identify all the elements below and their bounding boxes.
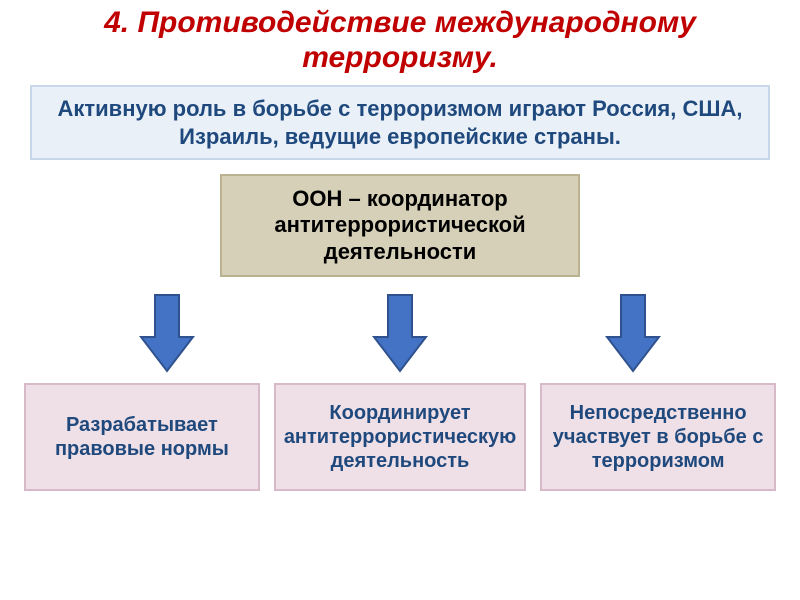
slide-title: 4. Противодействие международному террор…: [0, 0, 800, 79]
bottom-row: Разрабатывает правовые нормы Координируе…: [24, 383, 776, 491]
arrow-down-1: [132, 293, 202, 373]
arrow-down-3: [598, 293, 668, 373]
bottom-box-1: Разрабатывает правовые нормы: [24, 383, 260, 491]
arrow-down-2: [365, 293, 435, 373]
bottom-box-3: Непосредственно участвует в борьбе с тер…: [540, 383, 776, 491]
arrows-row: [50, 293, 750, 373]
bottom-box-2: Координирует антитеррористическую деятел…: [274, 383, 526, 491]
intro-box: Активную роль в борьбе с терроризмом игр…: [30, 85, 770, 160]
coordinator-box: ООН – координатор антитеррористической д…: [220, 174, 580, 277]
